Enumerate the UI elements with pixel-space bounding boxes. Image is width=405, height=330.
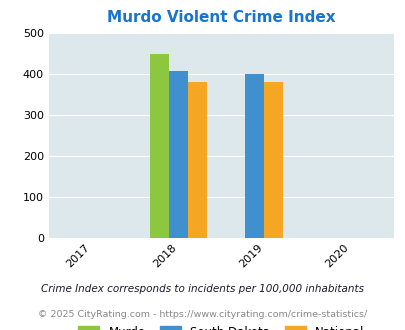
Bar — [149, 54, 168, 238]
Bar — [187, 82, 206, 238]
Bar — [168, 72, 187, 238]
Legend: Murdo, South Dakota, National: Murdo, South Dakota, National — [73, 321, 369, 330]
Title: Murdo Violent Crime Index: Murdo Violent Crime Index — [107, 10, 335, 25]
Text: Crime Index corresponds to incidents per 100,000 inhabitants: Crime Index corresponds to incidents per… — [41, 284, 364, 294]
Bar — [245, 74, 264, 238]
Text: © 2025 CityRating.com - https://www.cityrating.com/crime-statistics/: © 2025 CityRating.com - https://www.city… — [38, 310, 367, 319]
Bar — [264, 82, 283, 238]
